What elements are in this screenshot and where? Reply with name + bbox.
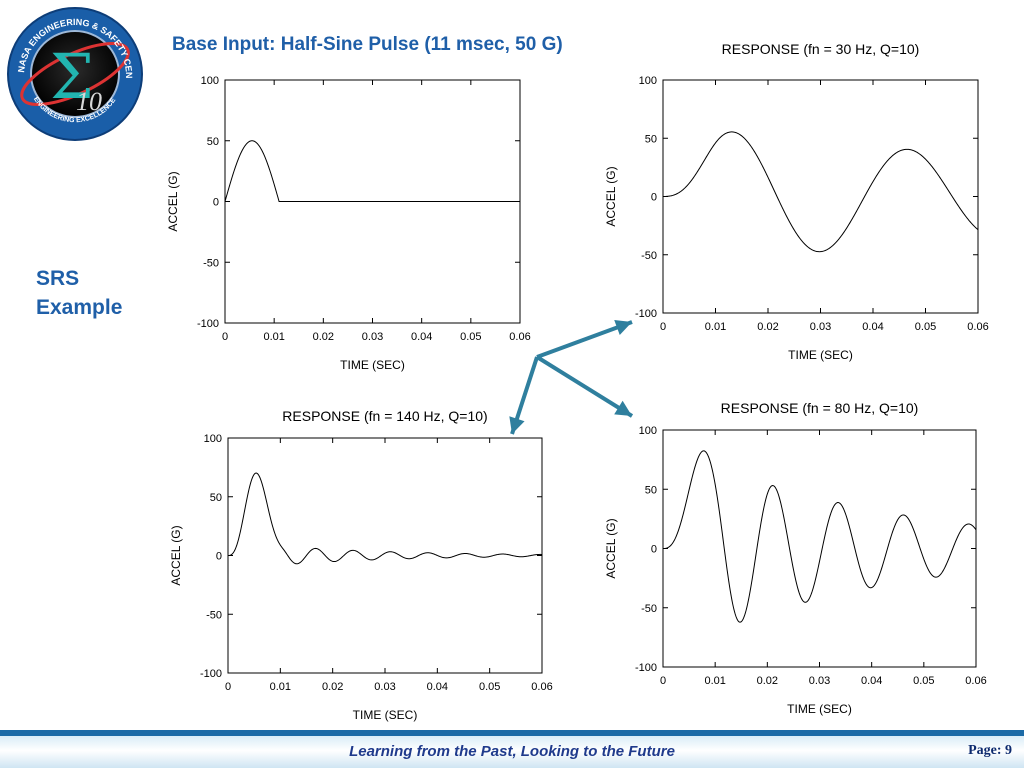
y-tick-label: -100: [197, 318, 219, 330]
y-tick-label: 0: [651, 192, 657, 204]
chart-title: RESPONSE (fn = 30 Hz, Q=10): [722, 41, 920, 57]
x-tick-label: 0.04: [861, 675, 882, 687]
y-tick-label: 100: [639, 425, 657, 437]
y-tick-label: -50: [206, 609, 222, 621]
logo-mark: 10: [76, 87, 102, 116]
y-tick-label: 50: [645, 133, 657, 145]
x-tick-label: 0.06: [967, 321, 988, 333]
arrow-to-fn30-head: [614, 320, 632, 336]
y-tick-label: 0: [651, 544, 657, 556]
x-tick-label: 0.01: [270, 681, 291, 693]
x-tick-label: 0: [660, 321, 666, 333]
y-tick-label: 50: [207, 136, 219, 148]
plot-frame: [662, 429, 977, 668]
slide-title: Base Input: Half-Sine Pulse (11 msec, 50…: [172, 34, 563, 55]
x-tick-label: 0.02: [322, 681, 343, 693]
y-tick-label: 50: [210, 492, 222, 504]
x-axis-label: TIME (SEC): [340, 358, 405, 372]
arrow-to-fn80-shaft: [535, 355, 634, 418]
page-number: Page: 9: [968, 743, 1012, 758]
x-tick-label: 0.04: [427, 681, 448, 693]
x-tick-label: 0.05: [479, 681, 500, 693]
x-axis-label: TIME (SEC): [788, 348, 853, 362]
x-tick-label: 0.03: [374, 681, 395, 693]
x-tick-label: 0: [225, 681, 231, 693]
series-line: [663, 450, 977, 623]
y-tick-label: -100: [635, 662, 657, 674]
series-line: [227, 472, 543, 565]
side-label-line2: Example: [36, 296, 123, 319]
y-tick-label: -50: [641, 603, 657, 615]
y-tick-label: 50: [645, 484, 657, 496]
y-axis-label: ACCEL (G): [604, 518, 618, 578]
y-axis-label: ACCEL (G): [169, 525, 183, 585]
chart-title: RESPONSE (fn = 80 Hz, Q=10): [721, 400, 919, 416]
y-axis-label: ACCEL (G): [604, 166, 618, 226]
x-axis-label: TIME (SEC): [787, 702, 852, 716]
logo-sigma: Σ: [50, 40, 94, 113]
x-tick-label: 0.05: [460, 331, 481, 343]
y-axis-label: ACCEL (G): [166, 171, 180, 231]
x-tick-label: 0.02: [313, 331, 334, 343]
x-tick-label: 0.02: [757, 321, 778, 333]
footer-band: [0, 730, 1024, 736]
x-tick-label: 0.06: [965, 675, 986, 687]
arrow-to-fn80-head: [614, 400, 632, 416]
y-tick-label: -100: [200, 668, 222, 680]
x-tick-label: 0.05: [913, 675, 934, 687]
y-tick-label: 100: [639, 75, 657, 87]
y-tick-label: 0: [216, 551, 222, 563]
x-tick-label: 0.01: [704, 675, 725, 687]
side-label-line1: SRS: [36, 267, 80, 290]
footer: [0, 736, 1024, 768]
x-tick-label: 0.06: [531, 681, 552, 693]
y-tick-label: -100: [635, 308, 657, 320]
x-tick-label: 0.06: [509, 331, 530, 343]
x-tick-label: 0.04: [862, 321, 883, 333]
x-tick-label: 0.04: [411, 331, 432, 343]
arrows: [509, 320, 634, 435]
arrow-to-fn30-shaft: [536, 320, 633, 359]
x-tick-label: 0.03: [809, 675, 830, 687]
x-tick-label: 0.01: [263, 331, 284, 343]
y-tick-label: 100: [201, 75, 219, 87]
x-tick-label: 0: [660, 675, 666, 687]
x-tick-label: 0: [222, 331, 228, 343]
side-label: SRS Example: [36, 264, 122, 322]
nasa-nesc-logo: NASA ENGINEERING & SAFETY CENTER ENGINEE…: [6, 6, 143, 141]
arrow-to-fn140-head: [509, 416, 525, 434]
series-line: [224, 140, 520, 202]
x-tick-label: 0.03: [362, 331, 383, 343]
y-tick-label: -50: [203, 257, 219, 269]
y-tick-label: 0: [213, 197, 219, 209]
y-tick-label: -50: [641, 250, 657, 262]
plot-frame: [662, 79, 979, 314]
footer-tagline: Learning from the Past, Looking to the F…: [349, 743, 675, 760]
x-axis-label: TIME (SEC): [353, 708, 418, 722]
y-tick-label: 100: [204, 433, 222, 445]
x-tick-label: 0.03: [810, 321, 831, 333]
x-tick-label: 0.01: [705, 321, 726, 333]
x-tick-label: 0.02: [757, 675, 778, 687]
x-tick-label: 0.05: [915, 321, 936, 333]
series-line: [663, 131, 979, 253]
chart-title: RESPONSE (fn = 140 Hz, Q=10): [282, 408, 487, 424]
